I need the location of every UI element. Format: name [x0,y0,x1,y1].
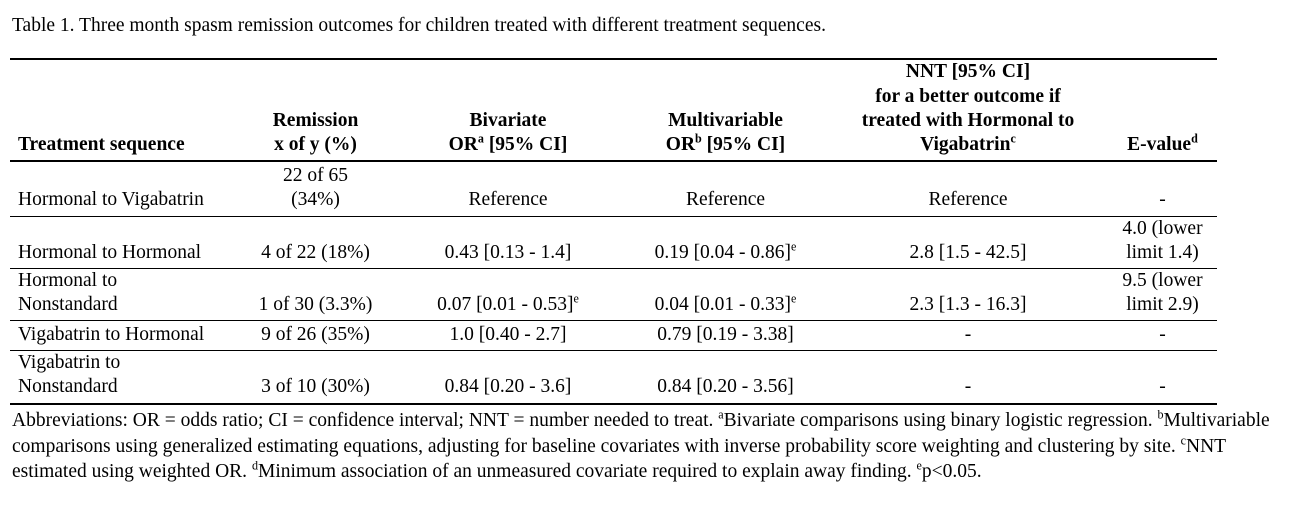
cell-remission: 9 of 26 (35%) [261,324,370,346]
table-header: Treatment sequence Remission x of y (%) B… [10,59,1217,163]
col-header-remission: Remission x of y (%) [238,59,393,163]
cell-bivariate-or: Reference [468,189,548,211]
cell-multivariable-or: 0.19 [0.04 - 0.86]e [654,239,797,263]
header-row: Treatment sequence Remission x of y (%) B… [10,59,1217,163]
table-row: Hormonal to Vigabatrin 22 of 65 (34%) Ref… [10,161,1217,217]
table-footnotes: Abbreviations: OR = odds ratio; CI = con… [12,407,1270,483]
cell-nnt: - [964,324,972,346]
cell-e-value: - [1159,324,1166,346]
outcomes-table: Treatment sequence Remission x of y (%) B… [10,58,1217,404]
cell-bivariate-or: 1.0 [0.40 - 2.7] [449,324,567,346]
table-row: Hormonal to Hormonal 4 of 22 (18%) 0.43 … [10,216,1217,269]
table-row: Vigabatrin to Hormonal 9 of 26 (35%) 1.0… [10,321,1217,351]
cell-treatment-sequence: Hormonal to Hormonal [18,241,202,263]
col-header-bivariate-or: Bivariate ORa [95% CI] [393,59,623,163]
table-row: Hormonal to Nonstandard 1 of 30 (3.3%) 0.… [10,268,1217,321]
cell-treatment-sequence: Vigabatrin to Nonstandard [18,352,121,398]
cell-nnt: Reference [928,189,1008,211]
cell-bivariate-or: 0.84 [0.20 - 3.6] [444,376,572,398]
col-header-treatment-sequence: Treatment sequence [10,59,238,163]
cell-bivariate-or: 0.07 [0.01 - 0.53]e [437,291,579,316]
cell-multivariable-or: Reference [685,189,766,211]
cell-multivariable-or: 0.79 [0.19 - 3.38] [657,324,794,346]
cell-nnt: 2.3 [1.3 - 16.3] [909,294,1027,316]
table-title: Table 1. Three month spasm remission out… [12,15,826,36]
cell-e-value: 4.0 (lower limit 1.4) [1122,217,1203,263]
cell-e-value: 9.5 (lower limit 2.9) [1122,269,1203,316]
cell-e-value: - [1159,189,1166,211]
cell-treatment-sequence: Vigabatrin to Hormonal [18,324,205,346]
cell-treatment-sequence: Hormonal to Vigabatrin [18,189,204,211]
cell-multivariable-or: 0.84 [0.20 - 3.56] [657,376,794,398]
cell-bivariate-or: 0.43 [0.13 - 1.4] [444,241,572,263]
cell-remission: 1 of 30 (3.3%) [258,294,373,316]
cell-multivariable-or: 0.04 [0.01 - 0.33]e [654,291,797,316]
cell-nnt: 2.8 [1.5 - 42.5] [909,241,1027,263]
cell-remission: 4 of 22 (18%) [261,241,370,263]
table-row: Vigabatrin to Nonstandard 3 of 10 (30%) 0… [10,351,1217,404]
cell-nnt: - [964,376,972,398]
cell-e-value: - [1159,376,1166,398]
cell-treatment-sequence: Hormonal to Nonstandard [18,269,118,316]
col-header-e-value: E-valued [1108,59,1217,163]
col-header-nnt: NNT [95% CI] for a better outcome if treat… [828,59,1108,163]
table-body: Hormonal to Vigabatrin 22 of 65 (34%) Ref… [10,161,1217,404]
cell-remission: 3 of 10 (30%) [261,376,370,398]
cell-remission: 22 of 65 (34%) [283,165,348,211]
col-header-multivariable-or: Multivariable ORb [95% CI] [623,59,828,163]
